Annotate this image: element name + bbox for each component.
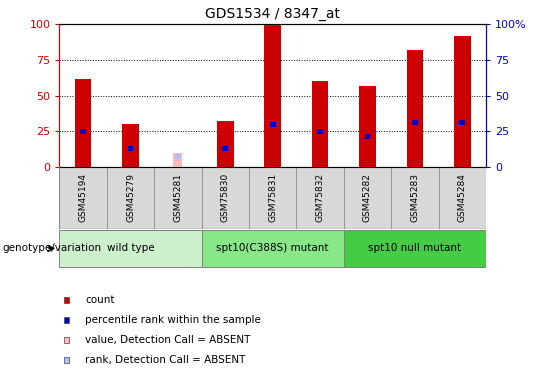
Bar (64, 357, 69, 363)
Bar (344, 167, 391, 229)
Bar (201, 167, 249, 229)
Text: GSM75830: GSM75830 (221, 173, 230, 222)
Bar (122, 124, 139, 167)
Text: value, Detection Call = ABSENT: value, Detection Call = ABSENT (85, 335, 251, 345)
Bar (175, 154, 181, 159)
Bar (364, 135, 370, 140)
Bar (270, 122, 275, 127)
Text: GSM45284: GSM45284 (458, 173, 467, 222)
Bar (154, 167, 201, 229)
Bar (173, 153, 183, 167)
Bar (59, 230, 201, 267)
Text: GSM45283: GSM45283 (410, 173, 420, 222)
Bar (312, 81, 328, 167)
Bar (296, 167, 344, 229)
Bar (438, 167, 486, 229)
Bar (249, 167, 296, 229)
Text: genotype/variation: genotype/variation (3, 243, 102, 254)
Bar (64, 337, 69, 343)
Bar (107, 167, 154, 229)
Bar (318, 129, 323, 134)
Bar (407, 50, 423, 167)
Text: GSM45279: GSM45279 (126, 173, 135, 222)
Bar (265, 24, 281, 167)
Text: GSM75832: GSM75832 (315, 173, 325, 222)
Bar (412, 120, 418, 125)
Bar (217, 121, 234, 167)
Bar (344, 230, 486, 267)
Bar (64, 297, 69, 303)
Text: spt10 null mutant: spt10 null mutant (368, 243, 462, 254)
Text: percentile rank within the sample: percentile rank within the sample (85, 315, 261, 325)
Text: GSM45194: GSM45194 (79, 173, 87, 222)
Bar (75, 78, 91, 167)
Bar (222, 146, 228, 151)
Bar (391, 167, 438, 229)
Bar (80, 129, 86, 134)
Bar (59, 167, 107, 229)
Title: GDS1534 / 8347_at: GDS1534 / 8347_at (205, 7, 340, 21)
Text: spt10(C388S) mutant: spt10(C388S) mutant (217, 243, 329, 254)
Text: GSM45282: GSM45282 (363, 173, 372, 222)
Text: GSM45281: GSM45281 (173, 173, 183, 222)
Bar (460, 120, 465, 125)
Bar (201, 230, 344, 267)
Text: GSM75831: GSM75831 (268, 173, 277, 222)
Bar (359, 86, 376, 167)
Bar (64, 317, 69, 323)
Bar (127, 146, 133, 151)
Text: count: count (85, 295, 114, 305)
Text: wild type: wild type (107, 243, 154, 254)
Bar (454, 36, 470, 167)
Text: rank, Detection Call = ABSENT: rank, Detection Call = ABSENT (85, 355, 245, 364)
